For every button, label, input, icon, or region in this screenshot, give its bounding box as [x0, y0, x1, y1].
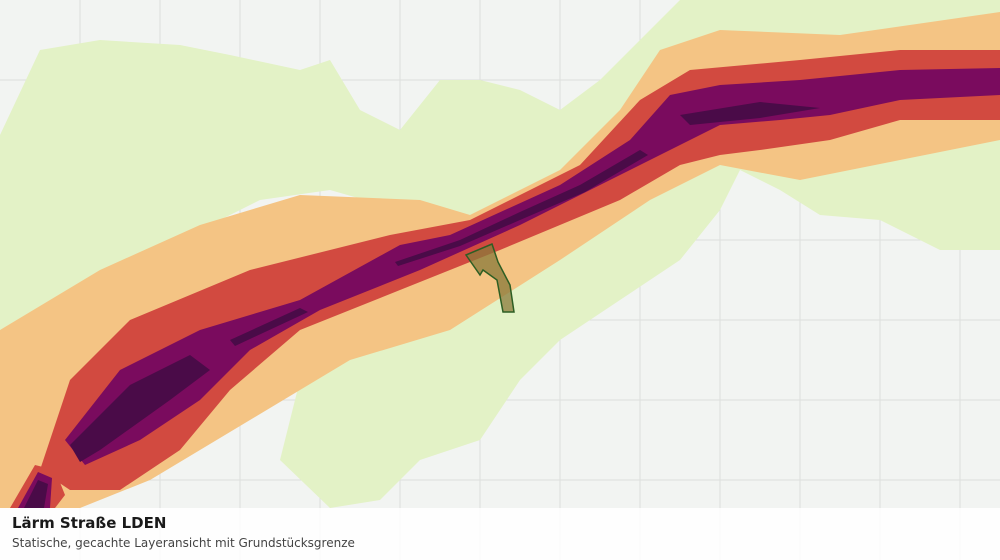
- layer-title: Lärm Straße LDEN: [12, 514, 167, 532]
- noise-zone-65: [65, 68, 1000, 465]
- caption-panel: Lärm Straße LDEN Statische, gecachte Lay…: [0, 508, 1000, 560]
- layer-subtitle: Statische, gecachte Layeransicht mit Gru…: [12, 536, 355, 550]
- parcel-boundary[interactable]: [464, 242, 515, 313]
- noise-zone-70: [24, 102, 820, 508]
